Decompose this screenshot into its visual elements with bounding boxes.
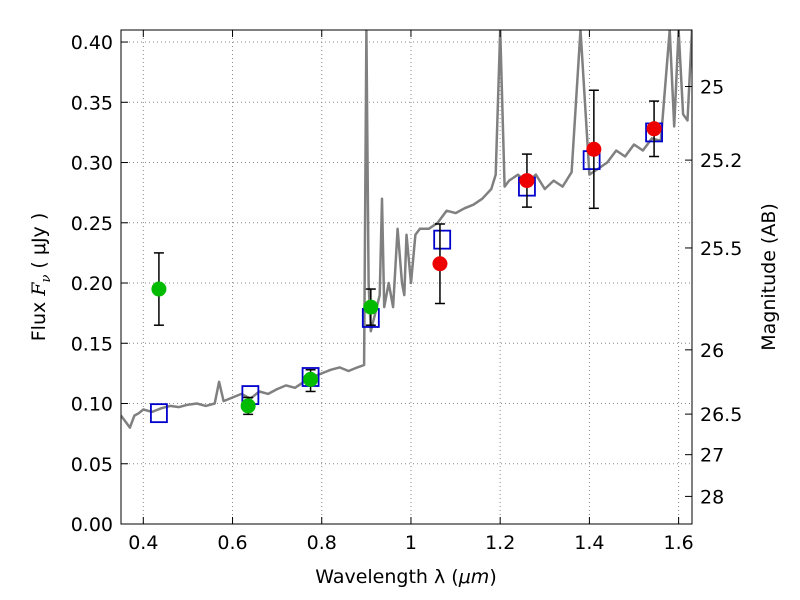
y2-tick-label: 26 <box>700 340 724 362</box>
infrared-data-point <box>432 256 448 272</box>
y2-tick-label: 25.5 <box>700 238 742 260</box>
infrared-data-point <box>586 141 602 157</box>
optical-data-point <box>240 398 256 414</box>
y-axis-label-suffix: ( μJy ) <box>28 213 50 275</box>
y-axis-label-var: F <box>28 282 50 297</box>
y-tick-label: 0.35 <box>71 92 113 114</box>
x-tick-label: 0.4 <box>128 532 158 554</box>
grid <box>121 30 692 525</box>
points-layer <box>150 89 663 424</box>
y-tick-label: 0.15 <box>71 333 113 355</box>
y-tick-label: 0.10 <box>71 394 113 416</box>
y2-tick-label: 25 <box>700 77 724 99</box>
optical-data-point <box>151 281 167 297</box>
optical-data-point <box>303 371 319 387</box>
y2-tick-label: 25.2 <box>700 150 742 172</box>
x-axis-label-prefix: Wavelength λ ( <box>315 566 458 588</box>
x-tick-label: 1 <box>405 532 417 554</box>
model-photometry-square <box>150 403 168 424</box>
x-tick-label: 0.6 <box>217 532 247 554</box>
infrared-data-point <box>519 173 535 189</box>
y2-tick-label: 26.5 <box>700 404 742 426</box>
y-tick-label: 0.00 <box>71 514 113 536</box>
optical-data-point <box>363 299 379 315</box>
spectrum-line <box>121 30 692 429</box>
x-axis-label: Wavelength λ (μm) <box>315 566 496 588</box>
y-tick-label: 0.30 <box>71 153 113 175</box>
x-axis-label-suffix: ) <box>489 566 496 588</box>
y-tick-label: 0.25 <box>71 213 113 235</box>
y2-tick-label: 27 <box>700 445 724 467</box>
plot-frame <box>120 29 693 525</box>
y-axis-label-prefix: Flux <box>28 296 50 342</box>
x-tick-label: 1.4 <box>574 532 604 554</box>
y2-axis-label: Magnitude (AB) <box>758 203 780 351</box>
axes-layer: 0.4 0.6 0.8 1 1.2 1.4 1.6 0.00 0.05 0.10 0.15 0.20 0… <box>71 30 742 554</box>
infrared-data-point <box>646 121 662 137</box>
y-axis-label-sub: ν <box>39 275 54 283</box>
y2-tick-label: 28 <box>700 486 724 508</box>
x-tick-label: 1.6 <box>664 532 694 554</box>
y-tick-label: 0.20 <box>71 273 113 295</box>
x-tick-label: 0.8 <box>307 532 337 554</box>
x-tick-label: 1.2 <box>485 532 515 554</box>
x-axis-label-unit: μm <box>458 566 490 588</box>
y-tick-label: 0.05 <box>71 454 113 476</box>
y-tick-label: 0.40 <box>71 32 113 54</box>
spectrum-layer <box>121 30 692 429</box>
y-axis-label: Flux Fν ( μJy ) <box>28 213 54 342</box>
model-photometry-square <box>433 229 452 250</box>
